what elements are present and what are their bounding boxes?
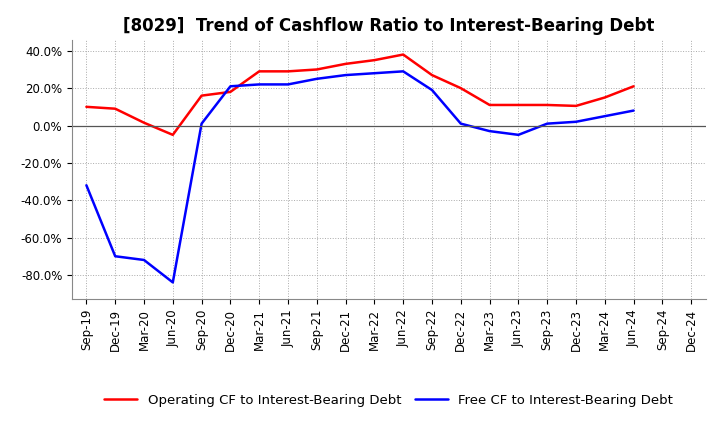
Operating CF to Interest-Bearing Debt	[572, 103, 580, 109]
Free CF to Interest-Bearing Debt	[370, 70, 379, 76]
Operating CF to Interest-Bearing Debt	[399, 52, 408, 57]
Line: Free CF to Interest-Bearing Debt: Free CF to Interest-Bearing Debt	[86, 71, 634, 282]
Operating CF to Interest-Bearing Debt	[485, 103, 494, 108]
Operating CF to Interest-Bearing Debt	[600, 95, 609, 100]
Free CF to Interest-Bearing Debt	[82, 183, 91, 188]
Line: Operating CF to Interest-Bearing Debt: Operating CF to Interest-Bearing Debt	[86, 55, 634, 135]
Operating CF to Interest-Bearing Debt	[543, 103, 552, 108]
Free CF to Interest-Bearing Debt	[399, 69, 408, 74]
Free CF to Interest-Bearing Debt	[600, 114, 609, 119]
Operating CF to Interest-Bearing Debt	[168, 132, 177, 137]
Operating CF to Interest-Bearing Debt	[514, 103, 523, 108]
Operating CF to Interest-Bearing Debt	[197, 93, 206, 98]
Free CF to Interest-Bearing Debt	[197, 121, 206, 126]
Free CF to Interest-Bearing Debt	[226, 84, 235, 89]
Free CF to Interest-Bearing Debt	[629, 108, 638, 113]
Title: [8029]  Trend of Cashflow Ratio to Interest-Bearing Debt: [8029] Trend of Cashflow Ratio to Intere…	[123, 17, 654, 35]
Free CF to Interest-Bearing Debt	[312, 76, 321, 81]
Operating CF to Interest-Bearing Debt	[370, 58, 379, 63]
Free CF to Interest-Bearing Debt	[572, 119, 580, 125]
Operating CF to Interest-Bearing Debt	[140, 120, 148, 125]
Free CF to Interest-Bearing Debt	[168, 280, 177, 285]
Free CF to Interest-Bearing Debt	[255, 82, 264, 87]
Free CF to Interest-Bearing Debt	[514, 132, 523, 137]
Free CF to Interest-Bearing Debt	[543, 121, 552, 126]
Operating CF to Interest-Bearing Debt	[428, 73, 436, 78]
Free CF to Interest-Bearing Debt	[456, 121, 465, 126]
Operating CF to Interest-Bearing Debt	[629, 84, 638, 89]
Free CF to Interest-Bearing Debt	[485, 128, 494, 134]
Free CF to Interest-Bearing Debt	[284, 82, 292, 87]
Legend: Operating CF to Interest-Bearing Debt, Free CF to Interest-Bearing Debt: Operating CF to Interest-Bearing Debt, F…	[99, 389, 678, 412]
Free CF to Interest-Bearing Debt	[341, 73, 350, 78]
Operating CF to Interest-Bearing Debt	[284, 69, 292, 74]
Operating CF to Interest-Bearing Debt	[82, 104, 91, 110]
Operating CF to Interest-Bearing Debt	[312, 67, 321, 72]
Operating CF to Interest-Bearing Debt	[456, 85, 465, 91]
Operating CF to Interest-Bearing Debt	[111, 106, 120, 111]
Operating CF to Interest-Bearing Debt	[341, 61, 350, 66]
Operating CF to Interest-Bearing Debt	[255, 69, 264, 74]
Free CF to Interest-Bearing Debt	[428, 88, 436, 93]
Operating CF to Interest-Bearing Debt	[226, 89, 235, 95]
Free CF to Interest-Bearing Debt	[140, 257, 148, 263]
Free CF to Interest-Bearing Debt	[111, 253, 120, 259]
